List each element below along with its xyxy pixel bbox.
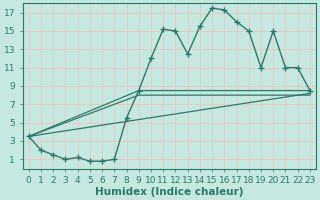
X-axis label: Humidex (Indice chaleur): Humidex (Indice chaleur) (95, 187, 244, 197)
